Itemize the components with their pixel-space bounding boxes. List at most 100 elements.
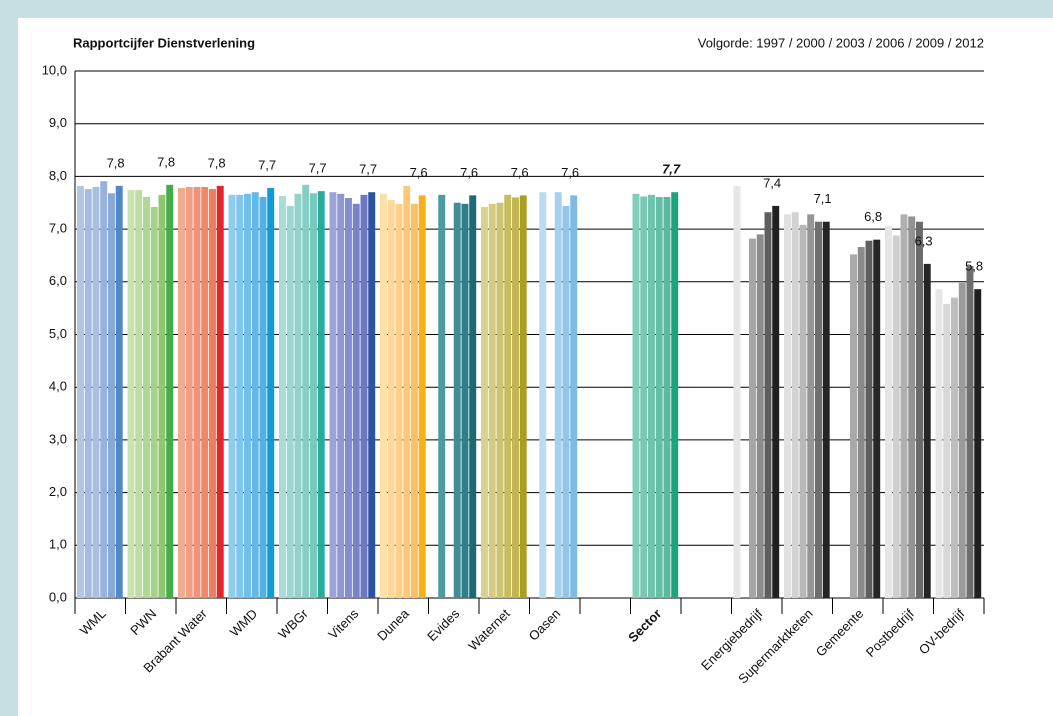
bar (461, 203, 469, 598)
bar (772, 205, 780, 599)
bar (923, 263, 931, 598)
y-tick-label: 8,0 (49, 168, 67, 183)
y-tick-label: 0,0 (49, 589, 67, 604)
bar (100, 181, 108, 598)
y-tick-label: 5,0 (49, 326, 67, 341)
bar (958, 282, 966, 598)
bar (512, 197, 519, 599)
bar (77, 185, 84, 599)
bar (562, 205, 570, 599)
y-tick-label: 9,0 (49, 115, 67, 130)
bar (158, 194, 166, 598)
bar (302, 184, 310, 598)
bar (380, 193, 387, 598)
value-label: 7,8 (208, 155, 226, 170)
bar (943, 303, 951, 598)
bar (294, 193, 302, 598)
bar (267, 187, 275, 598)
bar (974, 289, 982, 598)
bar (481, 206, 488, 598)
bar (395, 203, 403, 598)
value-label: 7,8 (157, 154, 175, 169)
y-tick-label: 3,0 (49, 431, 67, 446)
value-label: 7,6 (460, 165, 478, 180)
bar (935, 289, 943, 598)
bar (286, 205, 294, 599)
bar (108, 193, 115, 598)
bar (822, 221, 830, 599)
value-label: 6,8 (864, 209, 882, 224)
bar (236, 194, 244, 598)
bar (92, 186, 100, 598)
bar (865, 240, 873, 598)
bar (251, 192, 259, 598)
bar (201, 186, 209, 598)
bar (570, 195, 578, 598)
value-label: 7,7 (309, 161, 327, 176)
bar (857, 247, 865, 598)
value-label: 6,3 (915, 233, 933, 248)
bar (403, 185, 411, 599)
bar (951, 297, 958, 598)
value-label: 7,8 (107, 155, 125, 170)
bar (387, 200, 395, 599)
bar (885, 225, 892, 599)
bar (135, 190, 143, 599)
value-label: 5,8 (965, 259, 983, 274)
bar (756, 234, 764, 598)
y-tick-label: 1,0 (49, 537, 67, 552)
value-label: 7,7 (258, 157, 276, 172)
bar (368, 192, 376, 598)
bar (632, 193, 640, 598)
bar (873, 239, 881, 598)
bar (469, 195, 477, 598)
value-label: 7,7 (359, 162, 377, 177)
bar (519, 195, 527, 598)
bar (671, 192, 679, 598)
bar (166, 184, 174, 598)
bar (411, 203, 418, 598)
bar (916, 221, 923, 599)
bar (900, 214, 908, 598)
bar (908, 216, 916, 598)
bar (317, 191, 325, 598)
y-tick-label: 2,0 (49, 484, 67, 499)
bar (815, 221, 822, 599)
chart-subtitle: Volgorde: 1997 / 2000 / 2003 / 2006 / 20… (698, 35, 984, 50)
bar (733, 185, 741, 599)
value-label: 7,6 (511, 165, 529, 180)
bar (193, 186, 201, 598)
bar (539, 192, 547, 598)
bar (504, 194, 512, 598)
value-label: 7,7 (662, 162, 681, 177)
bar (178, 187, 185, 598)
bar (345, 198, 352, 598)
bar (663, 196, 671, 598)
bar (228, 194, 236, 598)
y-tick-label: 7,0 (49, 221, 67, 236)
bar (966, 265, 974, 598)
bar (244, 193, 251, 598)
bar (807, 214, 815, 598)
bar (310, 193, 317, 598)
bar (784, 214, 791, 598)
value-label: 7,1 (814, 191, 832, 206)
bar (791, 212, 799, 598)
bar (279, 195, 286, 599)
bar (488, 203, 496, 598)
bar (453, 202, 461, 598)
bar (655, 196, 663, 598)
bar (185, 186, 193, 598)
bar (554, 192, 562, 598)
bar (84, 189, 92, 598)
bar (360, 194, 368, 598)
bar (150, 206, 158, 598)
y-tick-label: 4,0 (49, 379, 67, 394)
bar (216, 185, 224, 599)
bar (352, 203, 360, 598)
y-tick-label: 6,0 (49, 273, 67, 288)
bar (648, 194, 655, 598)
bar (764, 212, 772, 598)
